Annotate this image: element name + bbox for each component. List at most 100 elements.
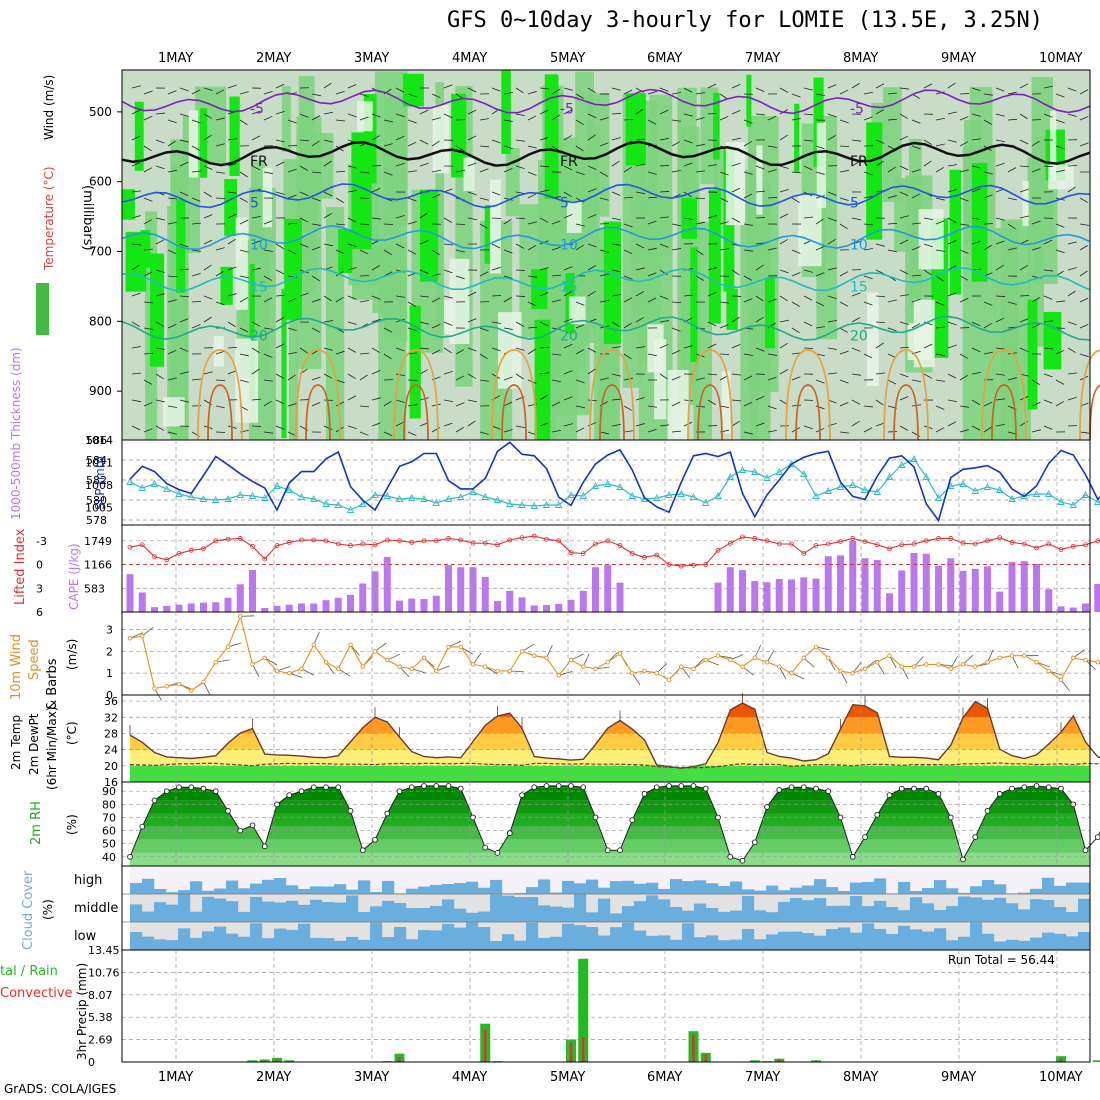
cloud-bar [226,901,239,922]
wind-barb [1043,113,1053,118]
wind-speed-line-marker [470,662,476,667]
wind-barb [947,321,957,326]
wind-barb [575,145,584,152]
wind-barb [395,421,405,427]
wind-barb [899,396,909,401]
wind-barb [467,135,477,141]
wind-barb [1043,85,1053,89]
cape-bar [959,570,967,612]
wind-barb [563,396,573,401]
wind-barb [671,349,681,355]
wind-barb [743,401,753,407]
wind-barb [167,221,177,225]
cloud-bar [430,930,443,950]
rh-column [289,257,299,440]
wind-barb [167,377,177,381]
wind-barb [899,346,910,349]
wind-speed-line-marker [948,666,954,672]
wind-barb [839,197,849,201]
wind-barb [779,319,789,323]
wind-barb [167,197,177,200]
wind-barb [767,197,778,199]
wind-speed-line-marker [201,679,206,685]
wind-barb [959,197,969,202]
isotherm-label: 10 [560,238,578,254]
wind-barb [683,139,693,144]
wind-speed-line-marker [127,635,133,641]
wind-barb [599,142,609,147]
wind-barb [311,376,321,381]
warm-contour [991,384,1017,441]
isotherm-label: 10 [850,238,868,254]
wind-barb [755,422,765,427]
lifted-index-marker [1034,545,1039,551]
wind-barb [803,657,815,668]
wind-barb [659,109,669,115]
cloud-bar [622,906,635,922]
wind-barb [719,221,729,225]
precip-tick-label: 8.07 [88,989,113,1002]
wind-barb [695,249,704,256]
wind-barb [913,656,924,667]
wind-barb [359,374,368,381]
wind-speed-line-marker [875,659,880,665]
temp-axis-label-3: (6hr Min/Max) [45,707,59,791]
wind-10m-panel [122,614,1100,701]
wind-barb [301,668,315,676]
wind-barb [575,119,584,126]
rh-column [435,82,445,335]
wind-barb [947,189,957,193]
wind-speed-line-marker [139,633,145,639]
wind-barb [947,240,957,245]
lifted-index-marker [654,552,660,558]
wind-barb [287,327,297,332]
cloud-bar [562,923,575,950]
rh-line-marker [886,792,893,798]
wind-barb [923,160,932,167]
wind-barb [167,249,177,255]
rh-dry-column [568,296,586,325]
wind-barb [563,87,573,91]
cape-bar [775,579,783,612]
wind-speed-line-marker [1022,653,1027,658]
wind-barb [491,347,501,352]
cape-bar [726,567,734,612]
wind-barb [1067,267,1077,271]
wind-barb [263,90,273,95]
wind-barb [503,429,513,433]
lifted-index-marker [580,551,586,556]
wind-barb [239,379,249,383]
wind-barb [347,373,356,380]
cloud-bar [1066,936,1079,950]
rh-line-marker [151,797,158,804]
wind-barb [227,213,237,219]
wind-barb [179,268,189,271]
wind-barb [191,249,201,252]
thickness-line-marker [689,493,698,500]
cloud-bar [490,940,503,950]
cloud-bar [862,923,875,950]
cloud-bar [550,892,563,894]
wind-barb [311,140,320,147]
wind-barb [1036,661,1050,668]
cloud-bar [502,934,515,950]
rh-saturated-column [726,288,738,330]
wind-barb [395,373,405,377]
thickness-line-marker [567,491,575,498]
cape-bar [506,590,514,612]
wind-barb [167,431,177,435]
wind-barb [289,672,303,678]
wind-speed-line-marker [1034,659,1039,665]
thickness-line-marker [579,492,588,499]
wind-barb [407,197,417,202]
wind-speed-line-marker [372,649,378,654]
wind-barb [203,87,213,91]
isotherm-label: 20 [850,328,868,344]
cloud-bar [1042,932,1055,950]
lifted-index-tick-label: 3 [36,582,43,595]
wind-barb [527,193,537,199]
precip-axis-label: 3hr Precip (mm) [75,963,89,1060]
wind-barb [623,166,632,173]
wind-barb [995,264,1004,271]
